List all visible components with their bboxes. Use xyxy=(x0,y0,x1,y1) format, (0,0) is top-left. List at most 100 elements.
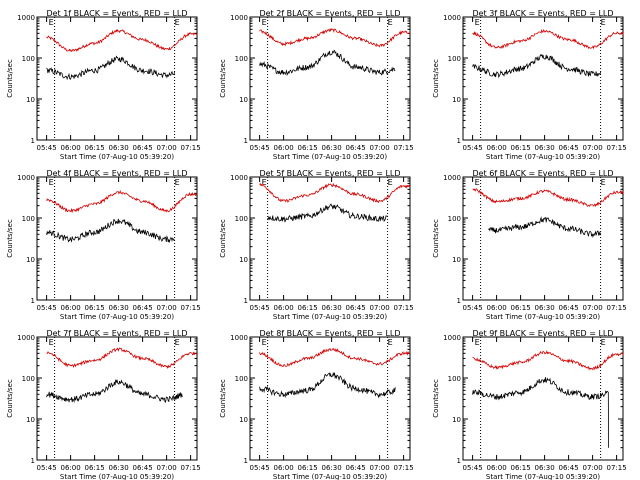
plot-frame xyxy=(462,336,624,461)
x-tick-label: 06:15 xyxy=(511,144,531,152)
x-tick-label: 06:30 xyxy=(535,464,555,472)
x-tick-label: 06:45 xyxy=(133,144,153,152)
x-tick-label: 06:00 xyxy=(61,144,81,152)
event-marker-label: E xyxy=(49,338,54,347)
y-tick-label: 10 xyxy=(452,96,461,104)
y-tick-label: 1 xyxy=(244,457,248,465)
detector-panel: Det 2f BLACK = Events, RED = LLD 1 10 100 10… xyxy=(219,9,414,161)
x-tick-label: 05:45 xyxy=(250,464,270,472)
x-tick-label: 05:45 xyxy=(463,304,483,312)
event-marker-label: E xyxy=(601,18,606,27)
detector-panel: Det 4f BLACK = Events, RED = LLD 1 10 100 10… xyxy=(6,169,201,321)
lld-rate-line xyxy=(46,29,198,53)
y-tick-label: 100 xyxy=(448,375,461,383)
y-tick-label: 1000 xyxy=(230,14,248,22)
y-tick-label: 1000 xyxy=(17,14,35,22)
x-tick-label: 07:15 xyxy=(181,144,201,152)
events-rate-line xyxy=(472,377,609,448)
event-marker-label: E xyxy=(475,338,480,347)
x-tick-label: 05:45 xyxy=(37,304,57,312)
x-tick-label: 07:00 xyxy=(157,464,177,472)
events-rate-line xyxy=(46,218,175,244)
detector-panel: Det 5f BLACK = Events, RED = LLD 1 10 100 10… xyxy=(219,169,414,321)
y-tick-label: 100 xyxy=(22,55,35,63)
detector-panel: Det 1f BLACK = Events, RED = LLD 1 10 100 10… xyxy=(6,9,201,161)
y-tick-label: 1000 xyxy=(17,334,35,342)
x-tick-label: 07:15 xyxy=(181,304,201,312)
detector-panel: Det 8f BLACK = Events, RED = LLD 1 10 100 10… xyxy=(219,329,414,480)
x-tick-label: 07:15 xyxy=(607,144,627,152)
y-axis-label: Counts/sec xyxy=(219,219,227,258)
lld-rate-line xyxy=(259,182,411,204)
x-tick-label: 06:45 xyxy=(559,144,579,152)
panel-title: Det 6f BLACK = Events, RED = LLD xyxy=(472,169,613,178)
y-tick-label: 10 xyxy=(26,96,35,104)
plot-frame xyxy=(36,16,198,141)
y-tick-label: 1 xyxy=(457,457,461,465)
lld-rate-line xyxy=(472,350,624,371)
y-tick-label: 1 xyxy=(457,137,461,145)
events-rate-line xyxy=(46,55,175,81)
event-marker-label: E xyxy=(175,338,180,347)
x-axis-label: Start Time (07-Aug-10 05:39:20) xyxy=(273,153,387,161)
x-tick-label: 07:15 xyxy=(181,464,201,472)
y-axis-label: Counts/sec xyxy=(432,379,440,418)
y-axis-label: Counts/sec xyxy=(432,219,440,258)
detector-panel: Det 6f BLACK = Events, RED = LLD 1 10 100 10… xyxy=(432,169,627,321)
event-marker-label: E xyxy=(388,178,393,187)
events-rate-line xyxy=(259,49,396,76)
detector-panel: Det 7f BLACK = Events, RED = LLD 1 10 100 10… xyxy=(6,329,201,480)
y-tick-label: 1000 xyxy=(443,14,461,22)
plot-frame xyxy=(249,176,411,301)
x-tick-label: 06:30 xyxy=(109,144,129,152)
x-tick-label: 06:00 xyxy=(61,464,81,472)
event-marker-label: E xyxy=(601,338,606,347)
lld-rate-line xyxy=(259,347,410,367)
y-tick-label: 100 xyxy=(448,215,461,223)
x-axis-label: Start Time (07-Aug-10 05:39:20) xyxy=(486,153,600,161)
plot-frame xyxy=(249,336,411,461)
x-axis-label: Start Time (07-Aug-10 05:39:20) xyxy=(60,313,174,321)
x-tick-label: 06:45 xyxy=(133,464,153,472)
x-tick-label: 06:30 xyxy=(322,464,342,472)
event-marker-label: E xyxy=(475,178,480,187)
events-rate-line xyxy=(267,203,388,223)
y-tick-label: 1 xyxy=(31,137,35,145)
y-tick-label: 1000 xyxy=(17,174,35,182)
x-tick-label: 06:15 xyxy=(85,464,105,472)
x-tick-label: 06:30 xyxy=(109,464,129,472)
x-tick-label: 07:15 xyxy=(607,304,627,312)
x-tick-label: 06:00 xyxy=(274,304,294,312)
y-tick-label: 10 xyxy=(452,416,461,424)
panel-title: Det 5f BLACK = Events, RED = LLD xyxy=(259,169,400,178)
y-tick-label: 1 xyxy=(31,297,35,305)
events-rate-line xyxy=(472,54,601,79)
x-tick-label: 07:00 xyxy=(157,144,177,152)
x-tick-label: 06:45 xyxy=(559,464,579,472)
x-axis-label: Start Time (07-Aug-10 05:39:20) xyxy=(60,473,174,480)
x-tick-label: 06:15 xyxy=(511,464,531,472)
plot-frame xyxy=(462,176,624,301)
panel-title: Det 2f BLACK = Events, RED = LLD xyxy=(259,9,400,18)
plot-frame xyxy=(249,16,411,141)
lld-rate-line xyxy=(46,347,198,369)
panel-title: Det 3f BLACK = Events, RED = LLD xyxy=(472,9,613,18)
x-tick-label: 05:45 xyxy=(37,464,57,472)
x-tick-label: 06:30 xyxy=(322,144,342,152)
y-tick-label: 10 xyxy=(26,256,35,264)
x-tick-label: 05:45 xyxy=(250,144,270,152)
panel-title: Det 4f BLACK = Events, RED = LLD xyxy=(46,169,187,178)
x-tick-label: 06:30 xyxy=(535,144,555,152)
x-tick-label: 06:15 xyxy=(298,464,318,472)
x-tick-label: 07:00 xyxy=(583,304,603,312)
y-axis-label: Counts/sec xyxy=(6,219,14,258)
x-tick-label: 06:15 xyxy=(298,144,318,152)
x-axis-label: Start Time (07-Aug-10 05:39:20) xyxy=(60,153,174,161)
x-tick-label: 07:15 xyxy=(394,144,414,152)
y-tick-label: 10 xyxy=(239,416,248,424)
x-tick-label: 06:45 xyxy=(346,304,366,312)
y-tick-label: 1000 xyxy=(230,174,248,182)
x-axis-label: Start Time (07-Aug-10 05:39:20) xyxy=(486,313,600,321)
event-marker-label: E xyxy=(475,18,480,27)
event-marker-label: E xyxy=(601,178,606,187)
